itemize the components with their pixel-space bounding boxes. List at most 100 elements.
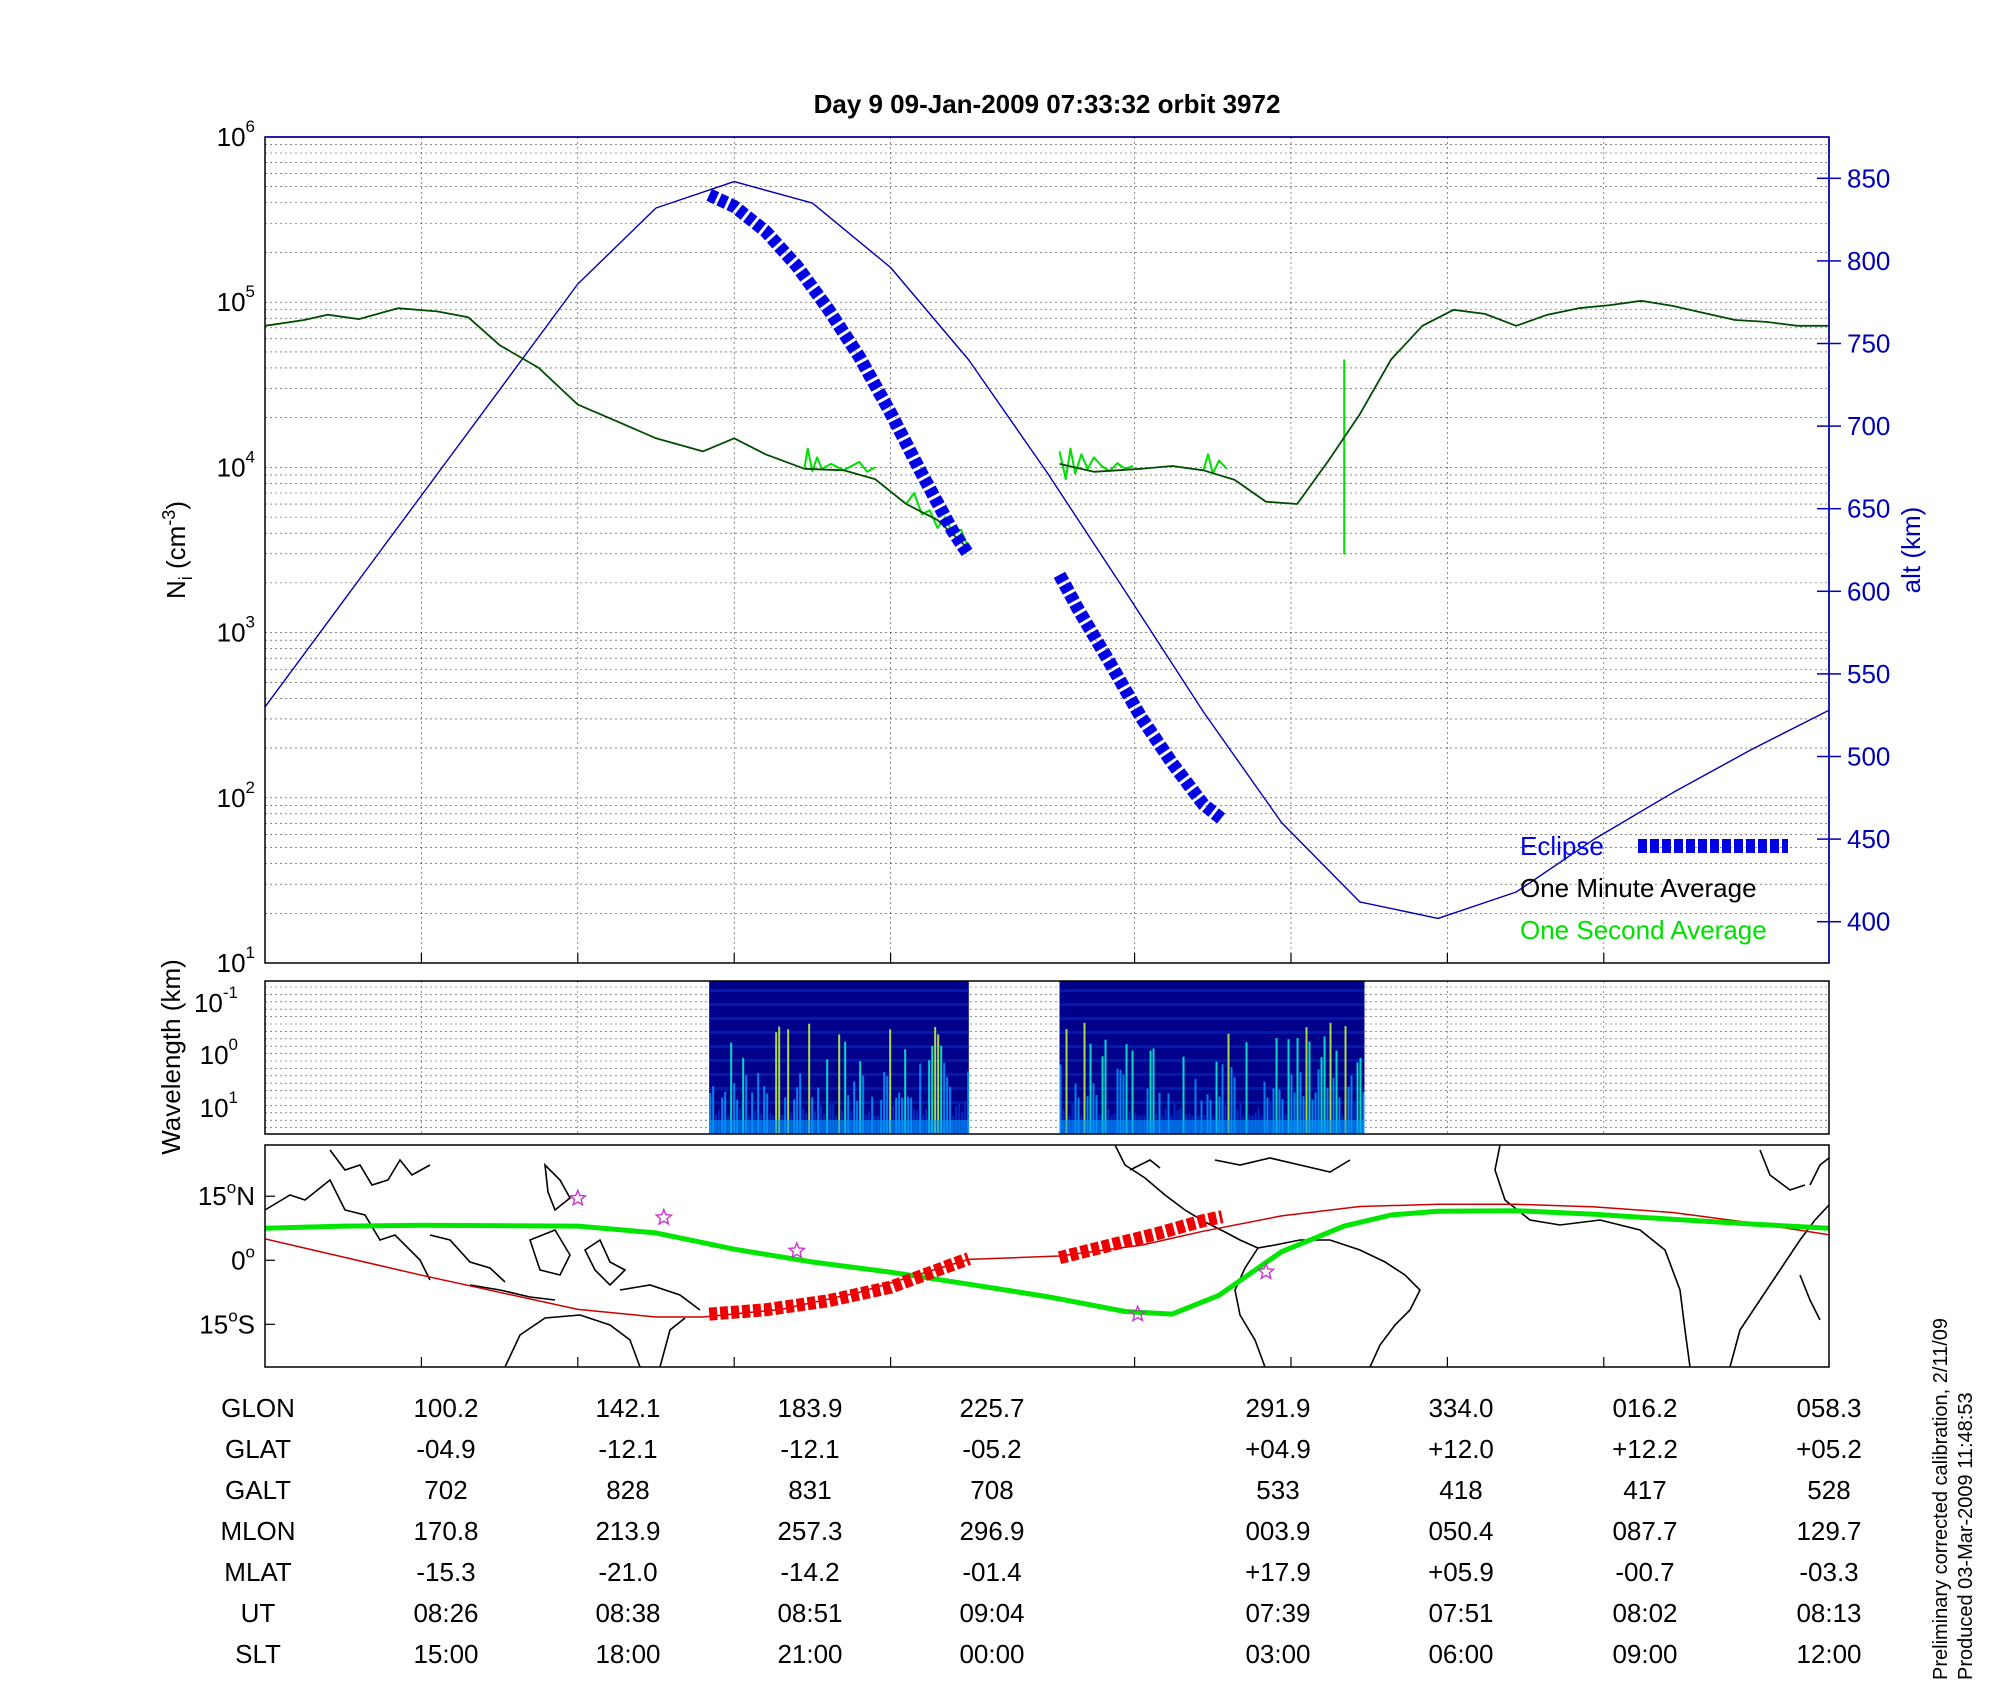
coord-cell: +12.2 — [1612, 1434, 1678, 1464]
spec-streak — [1272, 1088, 1275, 1134]
spec-streak — [1116, 1068, 1119, 1134]
altitude-y-label: alt (km) — [1896, 507, 1926, 594]
spec-streak — [1278, 1089, 1281, 1134]
spec-streak — [964, 1101, 967, 1134]
spec-streak — [1131, 1050, 1134, 1134]
alt-tick-label: 400 — [1847, 907, 1890, 937]
map-red-track — [265, 1203, 1829, 1318]
spec-streak — [1104, 1039, 1107, 1134]
coord-cell: 702 — [424, 1475, 467, 1505]
map-y-tick-label: 15oS — [199, 1306, 255, 1339]
alt-tick-label: 850 — [1847, 163, 1890, 193]
coord-cell: 18:00 — [595, 1639, 660, 1669]
spec-streak — [937, 1034, 940, 1134]
spec-streak — [862, 1075, 865, 1134]
coord-cell: 708 — [970, 1475, 1013, 1505]
coord-cell: -01.4 — [962, 1557, 1021, 1587]
coast-australia-east — [659, 1317, 686, 1367]
spec-y-tick-label: 100 — [200, 1035, 238, 1070]
spec-streak — [892, 1105, 895, 1134]
spec-streak — [1101, 1056, 1104, 1134]
spec-streak — [1299, 1072, 1302, 1134]
spec-band — [1059, 1017, 1365, 1020]
coord-cell: 003.9 — [1245, 1516, 1310, 1546]
alt-tick-label: 750 — [1847, 329, 1890, 359]
spec-streak — [940, 1045, 943, 1134]
coord-cell: -03.3 — [1799, 1557, 1858, 1587]
legend-minute-label: One Minute Average — [1520, 873, 1757, 903]
spec-streak — [1311, 1099, 1314, 1134]
spec-band — [1059, 1003, 1365, 1006]
spec-streak — [1059, 1064, 1062, 1134]
coord-cell: 09:04 — [959, 1598, 1024, 1628]
spec-block — [1059, 981, 1365, 1134]
chart-title: Day 9 09-Jan-2009 07:33:32 orbit 3972 — [814, 89, 1281, 119]
coord-cell: 08:38 — [595, 1598, 660, 1628]
density-panel: 101 102 103 104 105 106 400 450 500 550 600 650 700… — [159, 117, 1926, 978]
coord-row-label: GLAT — [225, 1434, 291, 1464]
coord-cell: 08:13 — [1796, 1598, 1861, 1628]
coast-philippines — [543, 1162, 572, 1212]
spec-streak — [1227, 1033, 1230, 1134]
spec-streak — [1233, 1077, 1236, 1134]
spec-streak — [1095, 1095, 1098, 1134]
coord-row-label: MLON — [220, 1516, 295, 1546]
coord-cell: 100.2 — [413, 1393, 478, 1423]
spec-y-tick-label: 101 — [200, 1088, 238, 1123]
coord-cell: -00.7 — [1615, 1557, 1674, 1587]
spec-streak — [1089, 1043, 1092, 1134]
footnote-calibration: Preliminary corrected calibration, 2/11/… — [1930, 1318, 1952, 1680]
spec-streak — [1194, 1079, 1197, 1134]
spec-streak — [1167, 1093, 1170, 1134]
spec-streak — [1356, 1062, 1359, 1134]
spec-streak — [1275, 1038, 1278, 1134]
spec-streak — [1269, 1102, 1272, 1134]
spec-streak — [1266, 1097, 1269, 1134]
spec-streak — [943, 1062, 946, 1134]
spec-streak — [1317, 1069, 1320, 1134]
spec-streak — [859, 1061, 862, 1134]
spectrogram-frame — [264, 980, 1830, 1135]
coord-cell: 07:51 — [1428, 1598, 1493, 1628]
one-second-line — [803, 447, 876, 473]
coord-cell: +05.2 — [1796, 1434, 1862, 1464]
spec-streak — [1350, 1075, 1353, 1134]
alt-tick-label: 500 — [1847, 742, 1890, 772]
spec-streak — [724, 1091, 727, 1134]
spec-streak — [1221, 1064, 1224, 1134]
coord-row-label: GALT — [225, 1475, 291, 1505]
spec-streak — [751, 1092, 754, 1134]
spec-streak — [1293, 1092, 1296, 1134]
spec-band — [1059, 989, 1365, 992]
spec-streak — [910, 1097, 913, 1134]
spec-streak — [1086, 1096, 1089, 1134]
map-y-ticks: 15oN 0o 15oS — [198, 1178, 1605, 1367]
coord-cell: -05.2 — [962, 1434, 1021, 1464]
spec-streak — [934, 1026, 937, 1134]
legend: Eclipse One Minute Average One Second Av… — [1520, 831, 1788, 945]
spec-base — [1059, 1120, 1365, 1134]
coord-cell: +17.9 — [1245, 1557, 1311, 1587]
coord-cell: 09:00 — [1612, 1639, 1677, 1669]
spec-streak — [949, 1086, 952, 1134]
spec-streak — [1326, 1087, 1329, 1134]
coord-row-label: GLON — [221, 1393, 295, 1423]
coastlines — [265, 1145, 1829, 1367]
map-panel: 15oN 0o 15oS — [198, 1144, 1830, 1368]
spec-streak — [871, 1096, 874, 1134]
coast-south-america-east — [1257, 1239, 1421, 1367]
spec-streak — [1347, 1086, 1350, 1134]
y-tick-label: 103 — [217, 613, 255, 648]
coord-cell: 417 — [1623, 1475, 1666, 1505]
coord-cell: 07:39 — [1245, 1598, 1310, 1628]
spec-streak — [1308, 1041, 1311, 1134]
spec-streak — [820, 1105, 823, 1134]
spec-streak — [712, 1086, 715, 1134]
spec-streak — [745, 1074, 748, 1134]
spec-streak — [733, 1082, 736, 1134]
spec-streak — [883, 1071, 886, 1134]
spec-streak — [1182, 1056, 1185, 1134]
spec-streak — [1224, 1105, 1227, 1134]
spec-streak — [904, 1049, 907, 1134]
